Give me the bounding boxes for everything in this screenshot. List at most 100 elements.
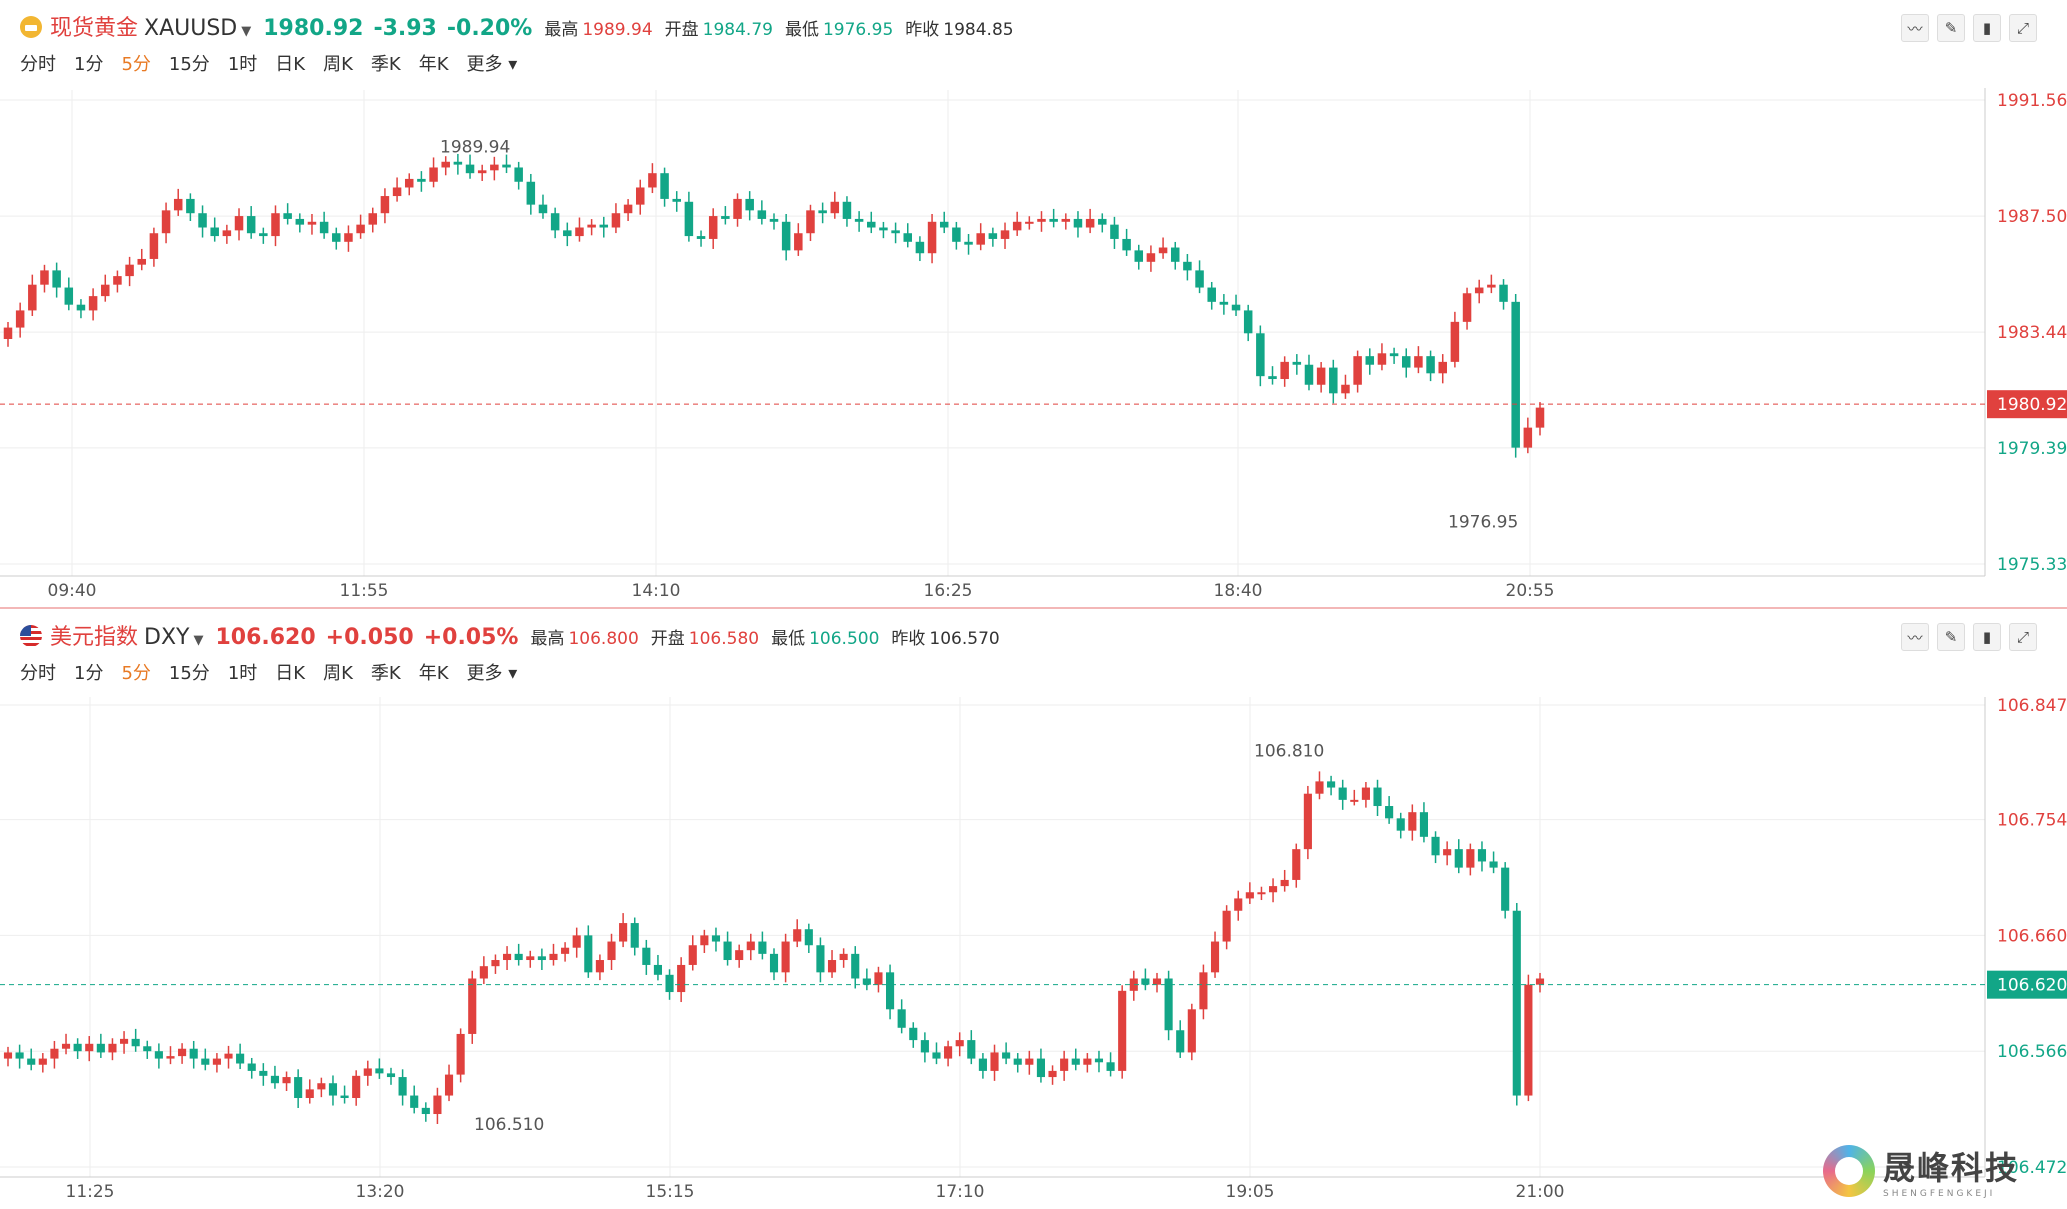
candle-body	[1396, 818, 1405, 831]
candle-body	[745, 198, 754, 211]
candle-body	[1158, 247, 1168, 254]
candle-body	[1499, 284, 1508, 302]
candle-body	[143, 1046, 152, 1052]
period-tab[interactable]: 15分	[168, 663, 210, 684]
price-change: +0.050	[325, 625, 414, 650]
low-value: 106.500	[809, 629, 880, 649]
candle-body	[1512, 910, 1521, 1096]
x-tick-label: 11:25	[66, 1182, 115, 1202]
candle-body	[429, 167, 438, 182]
candle-body	[137, 258, 147, 265]
candle-body	[417, 178, 426, 182]
period-tab[interactable]: 1分	[74, 663, 104, 684]
candle-body	[1329, 367, 1338, 394]
candle-body	[967, 1040, 976, 1059]
candle-body	[1183, 261, 1192, 271]
candle-body	[76, 304, 86, 311]
candle-body	[816, 945, 825, 973]
candle-body	[688, 945, 697, 965]
period-tab[interactable]: 1分	[74, 54, 104, 75]
period-tab[interactable]: 日K	[275, 663, 306, 684]
candle-body	[1365, 356, 1375, 365]
indicator-icon[interactable]: 〰	[1901, 623, 1929, 651]
candle-body	[1013, 1058, 1022, 1065]
chevron-down-icon[interactable]: ▼	[193, 633, 204, 648]
candle-body	[421, 1107, 430, 1115]
period-tab[interactable]: 年K	[418, 663, 449, 684]
candle-body	[166, 1056, 175, 1059]
period-tab[interactable]: 季K	[370, 663, 401, 684]
candle-body	[234, 216, 244, 231]
candle-body	[294, 1077, 303, 1099]
price-change-percent: -0.20%	[446, 16, 533, 41]
candle-body	[721, 216, 730, 219]
chart-toolbar: 〰 ✎ ▮	[1901, 14, 2001, 42]
candle-body	[1049, 218, 1058, 222]
period-tab[interactable]: 15分	[168, 54, 210, 75]
candle-body	[404, 178, 414, 188]
dxy-candlestick-chart[interactable]: 106.847 106.754 106.660 106.566 106.472 11:25…	[0, 697, 2067, 1209]
chart-toolbar: 〰 ✎ ▮	[1901, 623, 2001, 651]
candle-body	[1361, 787, 1370, 800]
y-tick-label: 1991.56	[1997, 91, 2067, 111]
symbol-code[interactable]: XAUUSD	[144, 16, 238, 41]
candle-body	[1462, 293, 1472, 322]
period-tab[interactable]: 更多 ▾	[466, 54, 518, 75]
period-tab[interactable]: 分时	[20, 54, 56, 75]
period-tab[interactable]: 1时	[227, 54, 258, 75]
candle-body	[479, 966, 488, 979]
prev-close-value: 1984.85	[943, 20, 1014, 40]
chevron-down-icon[interactable]: ▼	[241, 24, 252, 39]
candle-body	[1454, 849, 1463, 868]
candle-body	[1524, 984, 1533, 1096]
expand-icon[interactable]: ⤢	[2009, 623, 2037, 651]
candle-type-icon[interactable]: ▮	[1973, 14, 2001, 42]
draw-pencil-icon[interactable]: ✎	[1937, 14, 1965, 42]
candle-body	[222, 230, 232, 237]
candle-body	[380, 196, 390, 214]
candle-body	[491, 960, 500, 967]
period-tab[interactable]: 年K	[418, 54, 449, 75]
y-tick-label: 106.847	[1997, 697, 2067, 716]
period-tab[interactable]: 周K	[323, 663, 353, 684]
x-tick-label: 13:20	[356, 1182, 405, 1202]
candle-body	[1025, 221, 1034, 224]
symbol-name[interactable]: 现货黄金	[50, 16, 139, 41]
candle-body	[1257, 892, 1266, 895]
period-tab[interactable]: 1时	[227, 663, 258, 684]
candle-body	[944, 1046, 953, 1059]
candle-body	[623, 204, 633, 214]
period-tab[interactable]: 5分	[121, 663, 151, 684]
period-tab[interactable]: 5分	[121, 54, 151, 75]
draw-pencil-icon[interactable]: ✎	[1937, 623, 1965, 651]
symbol-code[interactable]: DXY	[144, 625, 190, 650]
gold-candlestick-chart[interactable]: 1991.56 1987.50 1983.44 1979.39 1975.33 09:40…	[0, 88, 2067, 607]
symbol-name[interactable]: 美元指数	[50, 625, 139, 650]
candle-body	[271, 213, 280, 237]
candle-body	[270, 1075, 280, 1084]
indicator-icon[interactable]: 〰	[1901, 14, 1929, 42]
period-tab[interactable]: 周K	[323, 54, 353, 75]
candle-body	[363, 1068, 372, 1076]
y-tick-label: 1979.39	[1997, 439, 2067, 459]
period-tab[interactable]: 日K	[275, 54, 306, 75]
period-tab[interactable]: 季K	[370, 54, 401, 75]
period-tab[interactable]: 更多 ▾	[466, 663, 518, 684]
candle-body	[1129, 978, 1138, 991]
candle-body	[101, 284, 110, 297]
candle-body	[73, 1043, 82, 1052]
candle-body	[119, 1038, 129, 1044]
candle-body	[1501, 867, 1510, 911]
candle-body	[793, 929, 802, 942]
candle-body	[453, 161, 463, 165]
last-price: 1980.92	[263, 16, 364, 41]
candle-body	[839, 953, 848, 961]
candle-body	[976, 233, 985, 245]
expand-icon[interactable]: ⤢	[2009, 14, 2037, 42]
candle-body	[867, 221, 876, 228]
candle-body	[684, 201, 694, 237]
prev-close-stat: 昨收 1984.85	[905, 15, 1013, 40]
candle-body	[386, 1073, 396, 1078]
period-tab[interactable]: 分时	[20, 663, 56, 684]
candle-type-icon[interactable]: ▮	[1973, 623, 2001, 651]
